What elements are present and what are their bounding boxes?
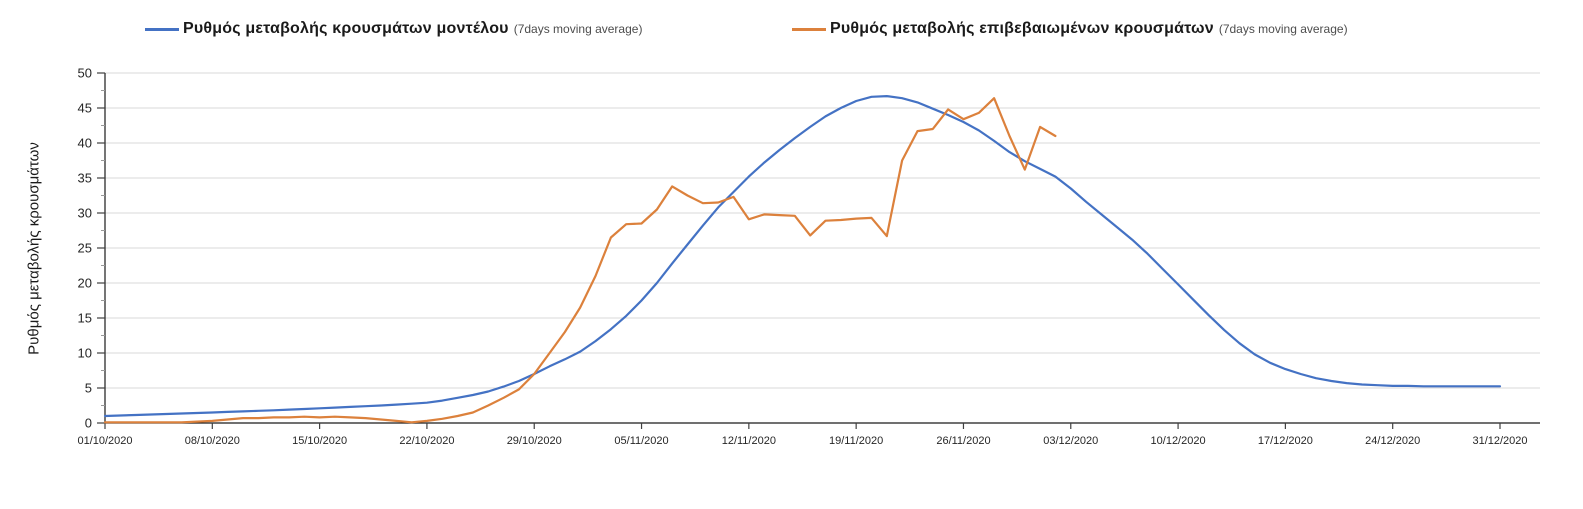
y-tick-label: 20 bbox=[78, 276, 92, 291]
y-tick-label: 25 bbox=[78, 241, 92, 256]
legend-item-confirmed: Ρυθμός μεταβολής επιβεβαιωμένων κρουσμάτ… bbox=[792, 20, 1348, 38]
y-tick-label: 50 bbox=[78, 66, 92, 81]
x-tick-label: 31/12/2020 bbox=[1472, 435, 1527, 447]
x-tick-label: 08/10/2020 bbox=[185, 435, 240, 447]
x-tick-label: 10/12/2020 bbox=[1151, 435, 1206, 447]
legend-line-confirmed-icon bbox=[792, 27, 826, 31]
x-tick-label: 17/12/2020 bbox=[1258, 435, 1313, 447]
x-tick-label: 19/11/2020 bbox=[829, 435, 883, 447]
x-tick-label: 22/10/2020 bbox=[399, 435, 454, 447]
x-tick-label: 24/12/2020 bbox=[1365, 435, 1420, 447]
y-tick-label: 35 bbox=[78, 171, 92, 186]
legend-label-model: Ρυθμός μεταβολής κρουσμάτων μοντέλου bbox=[183, 20, 509, 37]
x-tick-label: 29/10/2020 bbox=[507, 435, 562, 447]
x-tick-label: 01/10/2020 bbox=[77, 435, 132, 447]
y-tick-label: 5 bbox=[85, 381, 92, 396]
y-tick-label: 45 bbox=[78, 101, 92, 116]
series-line-confirmed bbox=[103, 97, 1057, 424]
legend-suffix-confirmed: (7days moving average) bbox=[1218, 22, 1348, 36]
x-tick-label: 12/11/2020 bbox=[722, 435, 776, 447]
legend-suffix-model: (7days moving average) bbox=[513, 22, 643, 36]
x-tick-label: 15/10/2020 bbox=[292, 435, 347, 447]
y-tick-label: 30 bbox=[78, 206, 92, 221]
y-tick-label: 10 bbox=[78, 346, 92, 361]
legend-item-model: Ρυθμός μεταβολής κρουσμάτων μοντέλου (7d… bbox=[145, 20, 642, 38]
legend-label-confirmed: Ρυθμός μεταβολής επιβεβαιωμένων κρουσμάτ… bbox=[830, 20, 1214, 37]
x-tick-label: 05/11/2020 bbox=[614, 435, 668, 447]
y-tick-label: 15 bbox=[78, 311, 92, 326]
x-tick-label: 03/12/2020 bbox=[1043, 435, 1098, 447]
series-line-model bbox=[103, 94, 1502, 418]
y-tick-label: 0 bbox=[85, 416, 92, 431]
x-tick-label: 26/11/2020 bbox=[936, 435, 990, 447]
legend-line-model-icon bbox=[145, 27, 179, 31]
y-tick-label: 40 bbox=[78, 136, 92, 151]
